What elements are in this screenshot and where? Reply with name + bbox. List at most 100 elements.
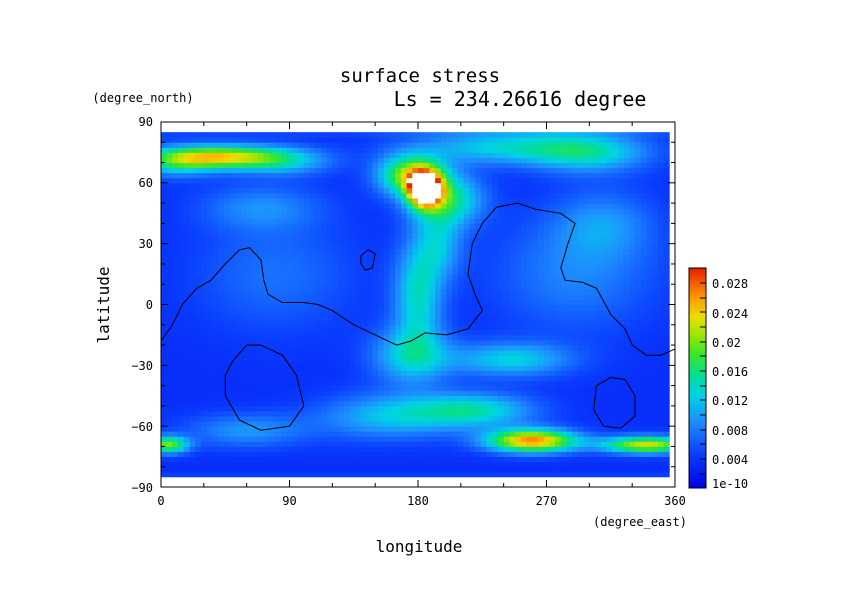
heatmap-cell [366,441,373,447]
heatmap-cell [652,446,659,452]
heatmap-cell [286,238,293,245]
heatmap-cell [309,329,316,336]
heatmap-cell [475,431,482,437]
heatmap-cell [178,309,185,316]
heatmap-cell [606,192,613,199]
heatmap-cell [412,329,419,336]
heatmap-cell [497,436,505,442]
heatmap-cell [183,198,190,204]
heatmap-cell [509,279,516,285]
heatmap-cell [235,375,242,381]
heatmap-cell [161,233,168,239]
heatmap-cell [457,218,465,224]
heatmap-cell [269,203,276,209]
heatmap-cell [652,431,659,437]
heatmap-cell [389,446,396,452]
heatmap-cell [589,329,596,336]
heatmap-cell [446,309,453,316]
heatmap-cell [589,253,596,260]
heatmap-cell [623,385,630,392]
heatmap-cell [280,208,288,214]
heatmap-cell [360,208,367,214]
heatmap-cell [218,471,225,478]
heatmap-cell [240,314,248,321]
heatmap-cell [406,203,413,209]
heatmap-cell [315,436,322,442]
heatmap-cell [195,218,202,224]
heatmap-cell [383,471,390,478]
heatmap-cell [269,466,276,473]
heatmap-cell [389,370,396,376]
heatmap-cell [423,410,430,417]
heatmap-cell [240,456,248,463]
heatmap-cell [412,284,419,290]
heatmap-cell [657,436,664,442]
heatmap-cell [475,375,482,381]
heatmap-cell [663,299,670,305]
heatmap-cell [338,436,345,442]
heatmap-cell [429,395,436,402]
heatmap-cell [389,466,396,473]
heatmap-cell [292,253,299,260]
heatmap-cell [286,350,293,356]
heatmap-cell [572,233,579,239]
heatmap-cell [172,274,179,280]
heatmap-cell [258,421,265,427]
heatmap-cell [378,456,385,463]
heatmap-cell [463,339,470,346]
heatmap-cell [606,385,613,392]
heatmap-cell [497,228,505,234]
heatmap-cell [280,213,288,219]
heatmap-cell [195,416,202,422]
heatmap-cell [303,289,310,295]
heatmap-cell [600,441,607,447]
heatmap-cell [286,416,293,422]
heatmap-cell [383,365,390,371]
heatmap-cell [166,345,173,351]
heatmap-cell [200,228,208,234]
heatmap-cell [200,314,208,321]
heatmap-cell [429,233,436,239]
heatmap-cell [566,243,573,250]
heatmap-cell [400,279,407,285]
heatmap-cell [640,248,647,255]
heatmap-cell [475,263,482,270]
heatmap-cell [389,324,396,331]
heatmap-cell [183,284,190,290]
heatmap-cell [360,289,367,295]
heatmap-cell [332,416,339,422]
heatmap-cell [589,390,596,397]
heatmap-cell [440,461,447,468]
heatmap-cell [258,461,265,468]
heatmap-cell [235,466,242,473]
heatmap-cell [463,461,470,468]
heatmap-cell [309,360,316,366]
heatmap-cell [617,284,624,290]
heatmap-cell [309,233,316,239]
heatmap-cell [406,431,413,437]
heatmap-cell [218,329,225,336]
heatmap-cell [189,451,196,457]
heatmap-cell [269,390,276,397]
heatmap-cell [595,345,602,351]
heatmap-cell [497,319,505,326]
heatmap-cell [555,461,562,468]
heatmap-cell [383,284,390,290]
heatmap-cell [303,233,310,239]
heatmap-cell [635,345,642,351]
heatmap-cell [189,400,196,407]
heatmap-cell [269,446,276,452]
heatmap-cell [572,269,579,275]
heatmap-cell [223,223,230,229]
heatmap-cell [475,309,482,316]
heatmap-cell [178,380,185,387]
heatmap-cell [183,339,190,346]
heatmap-cell [600,400,607,407]
heatmap-cell [195,339,202,346]
heatmap-cell [549,360,556,366]
heatmap-cell [532,436,539,442]
heatmap-cell [657,385,664,392]
heatmap-cell [446,304,453,310]
heatmap-cell [252,360,259,366]
heatmap-cell [537,253,545,260]
